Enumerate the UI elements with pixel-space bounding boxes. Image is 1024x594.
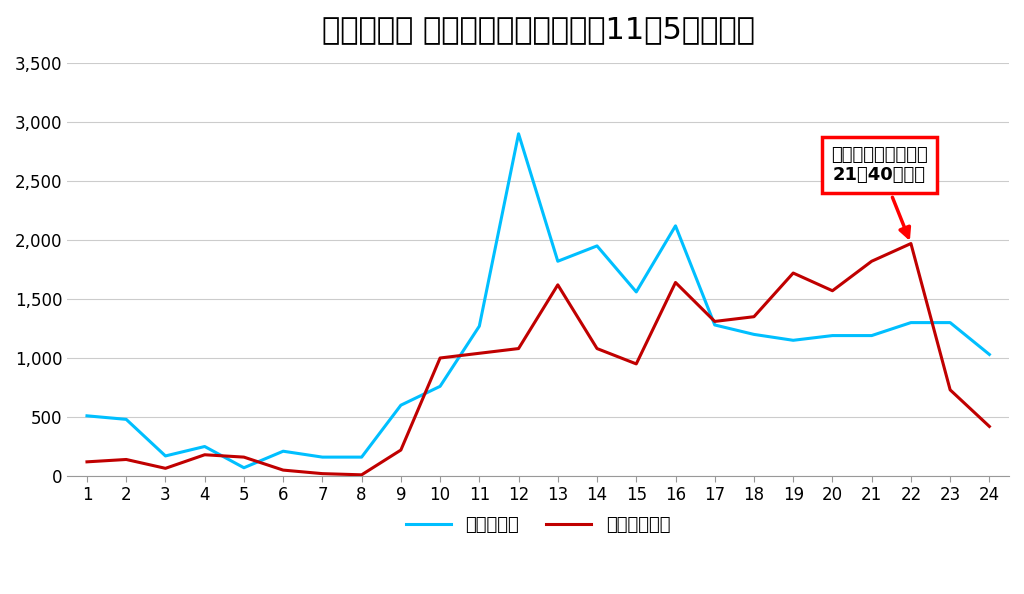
- Text: 阪神が優勝を決めた
21時40分過ぎ: 阪神が優勝を決めた 21時40分過ぎ: [831, 146, 928, 238]
- Title: なんば戎橋 時間帯別人流データ　11月5日（日）: なんば戎橋 時間帯別人流データ 11月5日（日）: [322, 15, 755, 44]
- Legend: 推計来訪数, 推計滞在人口: 推計来訪数, 推計滞在人口: [398, 509, 678, 541]
